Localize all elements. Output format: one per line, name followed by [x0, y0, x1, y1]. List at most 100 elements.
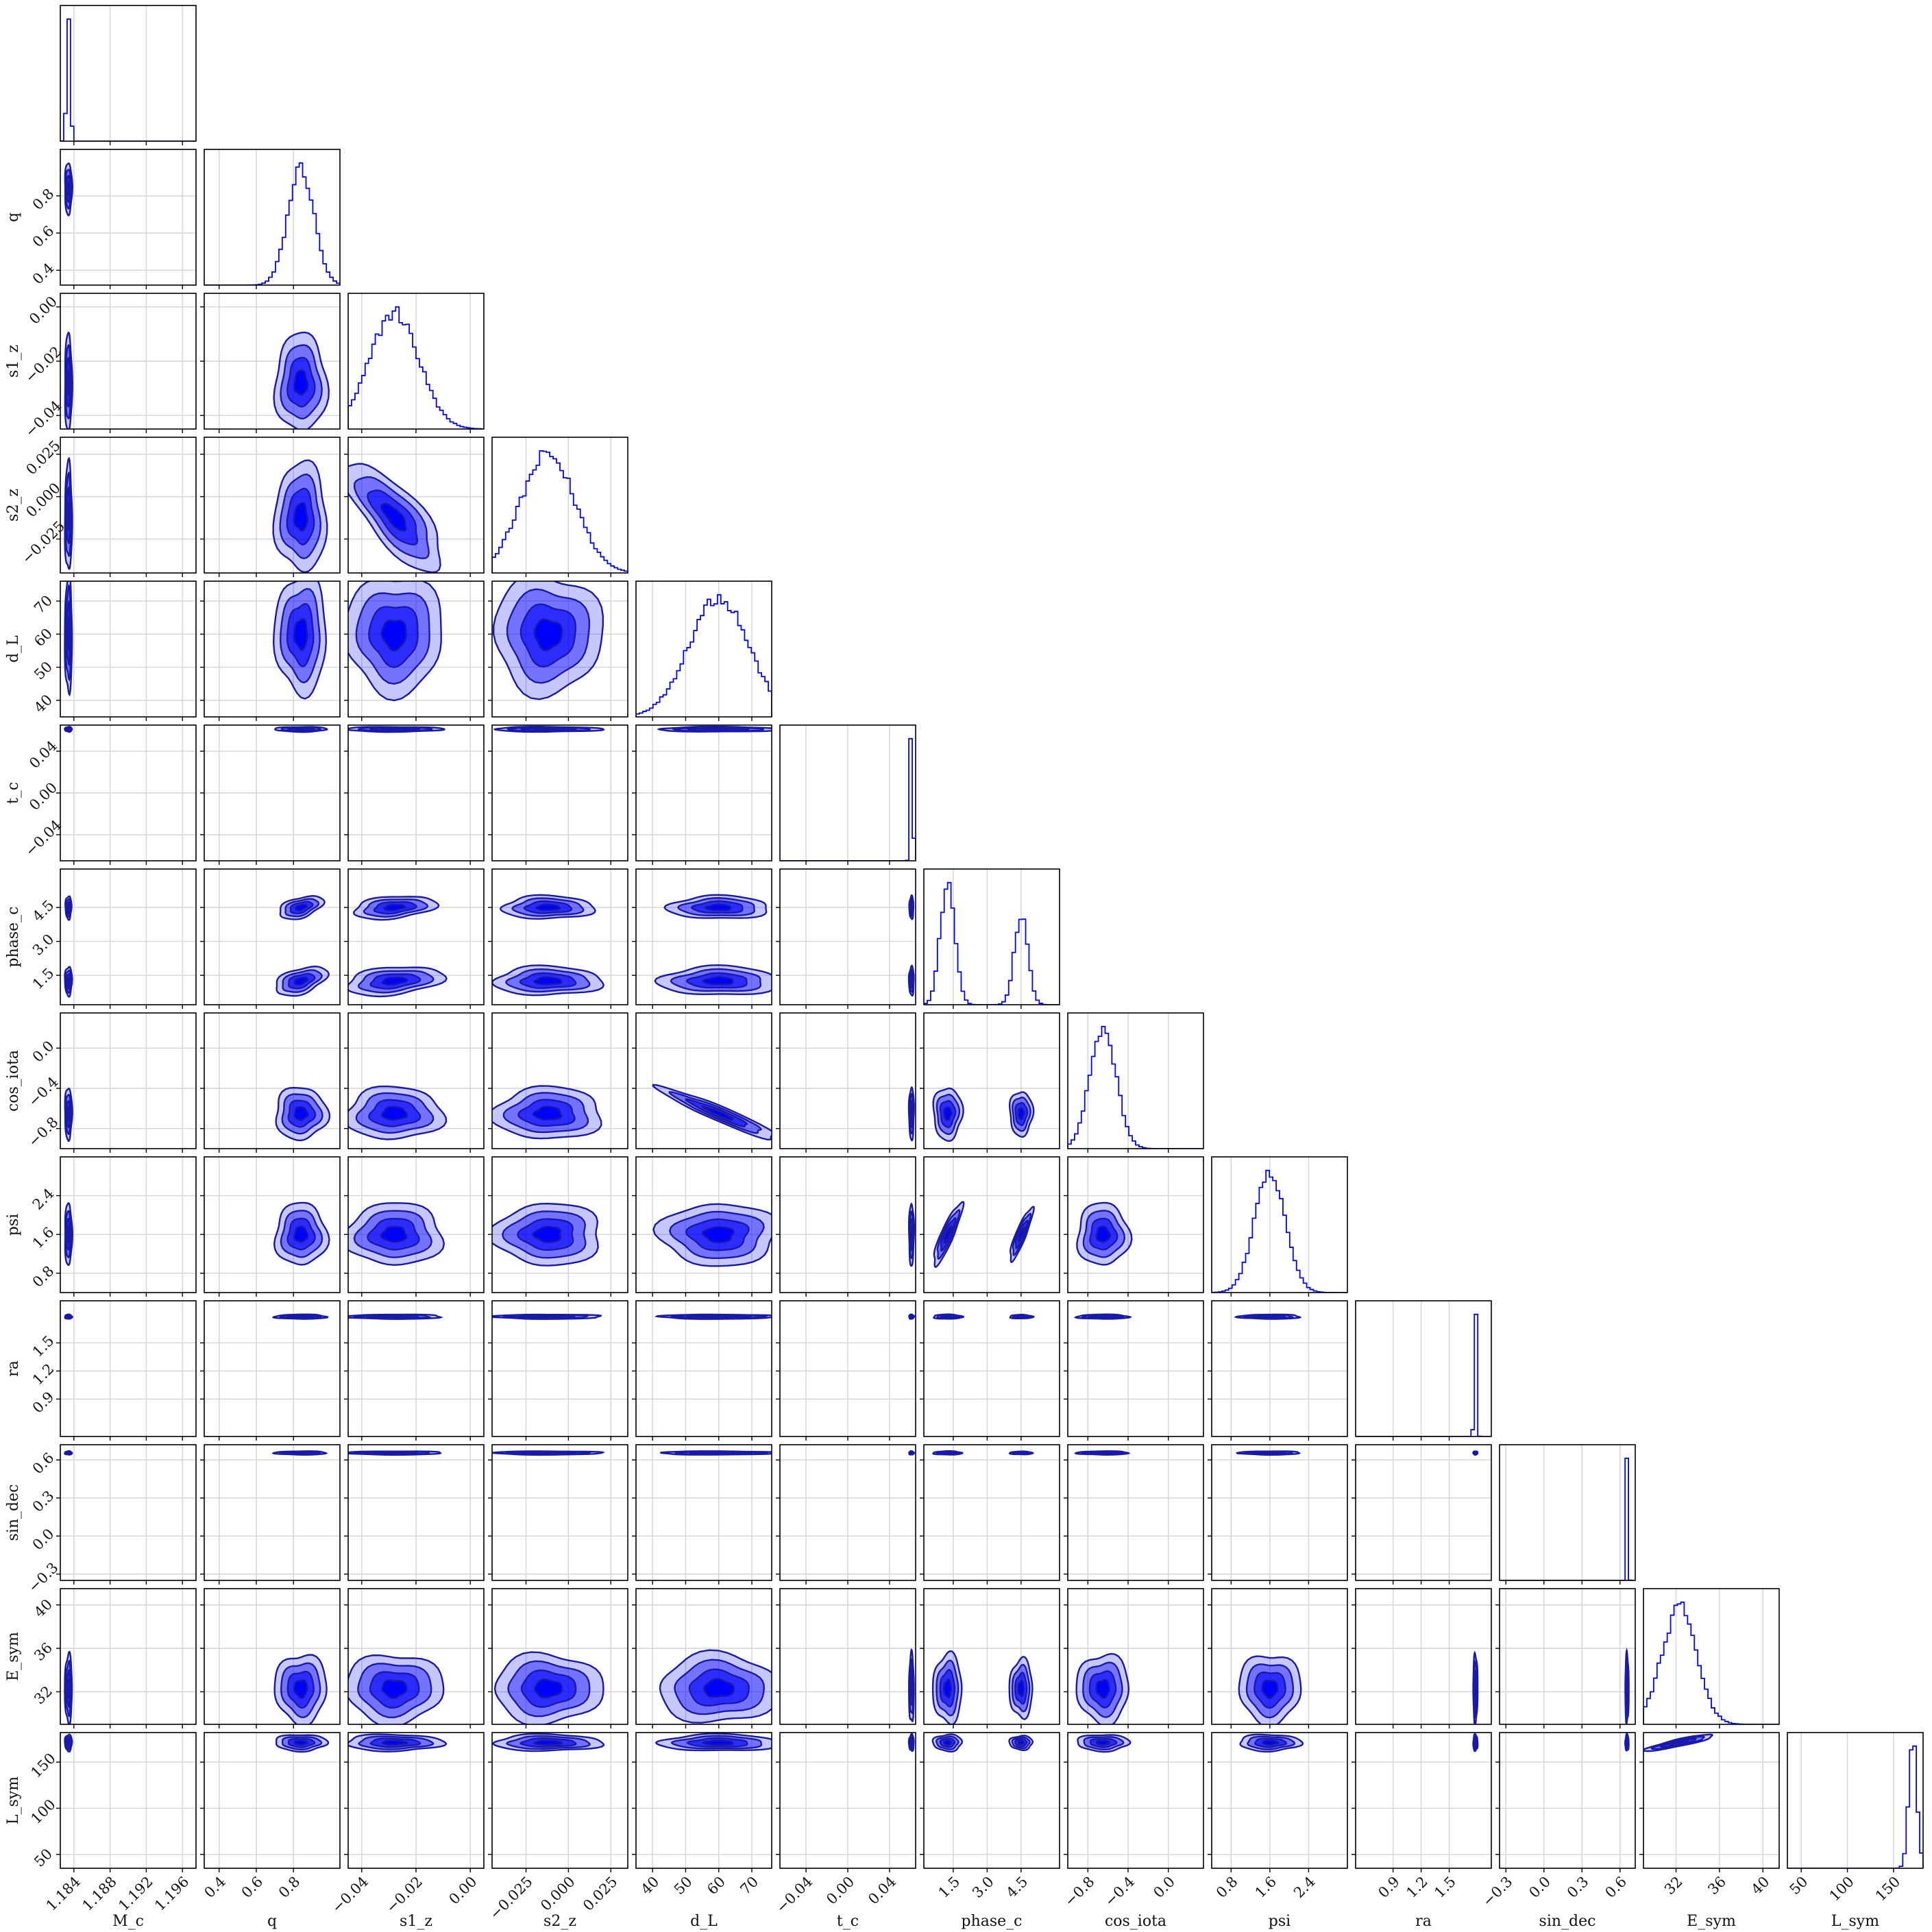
panel-frame: [204, 1156, 341, 1293]
y-tick-label: −0.3: [25, 1559, 62, 1595]
panel-d_L-vs-s2_z: [488, 580, 628, 721]
panel-frame: [1499, 1444, 1636, 1581]
contour-level-4: [909, 1315, 914, 1319]
contour-level-4: [380, 1225, 408, 1243]
contour-level-4: [942, 1452, 953, 1454]
contour-level-4: [383, 903, 406, 912]
y-tick-label: 0.0: [29, 1038, 58, 1066]
panel-cos_iota-vs-q: [200, 1012, 341, 1153]
contour-level-4: [293, 976, 309, 986]
contour-level-4: [1669, 1739, 1689, 1746]
y-tick-label: 0.00: [26, 779, 60, 814]
contour-level-4: [943, 1678, 953, 1699]
panel-frame: [204, 1732, 341, 1869]
panel-frame: [1499, 1732, 1636, 1869]
y-axis-label-psi: psi: [5, 1214, 22, 1236]
contour-level-4: [293, 1679, 308, 1699]
x-tick-label: 1.5: [1431, 1873, 1459, 1901]
y-axis-label-s1_z: s1_z: [5, 345, 22, 378]
panel-t_c-vs-s2_z: [488, 724, 628, 865]
contour-level-4: [379, 1315, 408, 1319]
panel-L_sym-vs-E_sym: [1639, 1732, 1780, 1872]
panel-phase_c-vs-M_c: [56, 868, 197, 1009]
panel-L_sym-vs-cos_iota: [1064, 1732, 1204, 1872]
x-tick-label: 0.6: [1602, 1873, 1630, 1901]
panel-sin_dec-vs-s2_z: [488, 1444, 628, 1585]
x-tick-label: −0.04: [773, 1873, 816, 1916]
panel-L_sym-vs-s1_z: [344, 1732, 485, 1872]
panel-E_sym-vs-q: [200, 1588, 341, 1728]
y-tick-label: 1.2: [29, 1360, 58, 1389]
x-tick-label: 0.0: [1150, 1873, 1178, 1901]
y-tick-label: 0.00: [26, 293, 60, 328]
contour-level-4: [909, 976, 913, 986]
contour-level-4: [293, 1315, 309, 1319]
contour-level-4: [1474, 1739, 1477, 1746]
y-tick-label: 1.5: [29, 1332, 58, 1360]
contour-level-4: [704, 903, 732, 912]
panel-sin_dec-vs-t_c: [776, 1444, 916, 1585]
y-tick-label: 0.8: [29, 1262, 58, 1291]
contour-level-4: [533, 727, 563, 731]
x-tick-label: 1.2: [1403, 1873, 1431, 1901]
contour-level-4: [66, 1225, 71, 1243]
contour-level-4: [66, 369, 71, 396]
panel-frame: [491, 1588, 628, 1725]
y-axis-label-cos_iota: cos_iota: [5, 1050, 22, 1112]
contour-level-4: [66, 616, 71, 652]
y-tick-label: 1.6: [29, 1224, 58, 1252]
x-axis-label-s2_z: s2_z: [543, 1913, 576, 1930]
panel-t_c-vs-q: [200, 724, 341, 865]
contour-level-4: [1259, 1315, 1280, 1319]
x-tick-label: 2.4: [1291, 1873, 1319, 1901]
panel-ra-vs-s1_z: [344, 1300, 485, 1441]
contour-level-4: [295, 903, 308, 912]
panel-E_sym-vs-s1_z: [344, 1588, 485, 1728]
panel-frame: [1355, 1588, 1492, 1725]
contour-level-4: [909, 1105, 914, 1121]
contour-level-4: [1260, 1452, 1279, 1454]
panel-frame: [491, 868, 628, 1005]
x-tick-label: 0.00: [445, 1873, 480, 1907]
histogram-psi: [1212, 1169, 1347, 1293]
panel-frame: [1211, 1732, 1348, 1869]
panel-ra-vs-phase_c: [920, 1300, 1060, 1441]
y-tick-label: 32: [31, 1683, 56, 1707]
panel-psi-vs-M_c: [56, 1156, 197, 1297]
x-axis-label-phase_c: phase_c: [962, 1913, 1023, 1930]
contour-level-4: [533, 1452, 565, 1454]
panel-sin_dec-vs-d_L: [632, 1444, 772, 1585]
contour-level-4: [943, 1315, 953, 1319]
contour-level-4: [1094, 1315, 1112, 1319]
contour-level-4: [1017, 1679, 1025, 1698]
panel-frame: [204, 437, 341, 574]
contour-level-4: [701, 1225, 735, 1243]
x-tick-label: −0.04: [329, 1873, 371, 1916]
contour-level-4: [381, 1739, 408, 1746]
contour-level-4: [1095, 1739, 1111, 1746]
panel-frame: [1355, 1732, 1492, 1869]
panel-frame: [60, 1732, 197, 1869]
x-tick-label: −0.8: [1062, 1873, 1098, 1909]
contour-level-4: [381, 1679, 408, 1699]
y-tick-label: 36: [31, 1639, 56, 1664]
y-axis-label-q: q: [5, 212, 22, 222]
panel-frame: [923, 1732, 1060, 1869]
x-tick-label: 0.3: [1564, 1873, 1592, 1901]
panel-frame: [491, 1444, 628, 1581]
contour-level-4: [66, 727, 71, 731]
contour-level-4: [380, 1105, 408, 1121]
panel-frame: [923, 1300, 1060, 1437]
panel-psi-vs-s2_z: [488, 1156, 628, 1297]
contour-level-4: [909, 1452, 914, 1454]
panel-ra-vs-ra: [1355, 1300, 1492, 1441]
panel-frame: [923, 1156, 1060, 1293]
panel-frame: [204, 1444, 341, 1581]
y-axis-label-phase_c: phase_c: [5, 907, 22, 968]
panel-cos_iota-vs-d_L: [632, 1012, 772, 1153]
histogram-q: [204, 162, 340, 285]
x-tick-label: 0.8: [276, 1873, 304, 1901]
y-tick-label: 40: [31, 1596, 56, 1621]
contour-level-4: [66, 1739, 71, 1746]
y-tick-label: 0.025: [23, 437, 63, 478]
